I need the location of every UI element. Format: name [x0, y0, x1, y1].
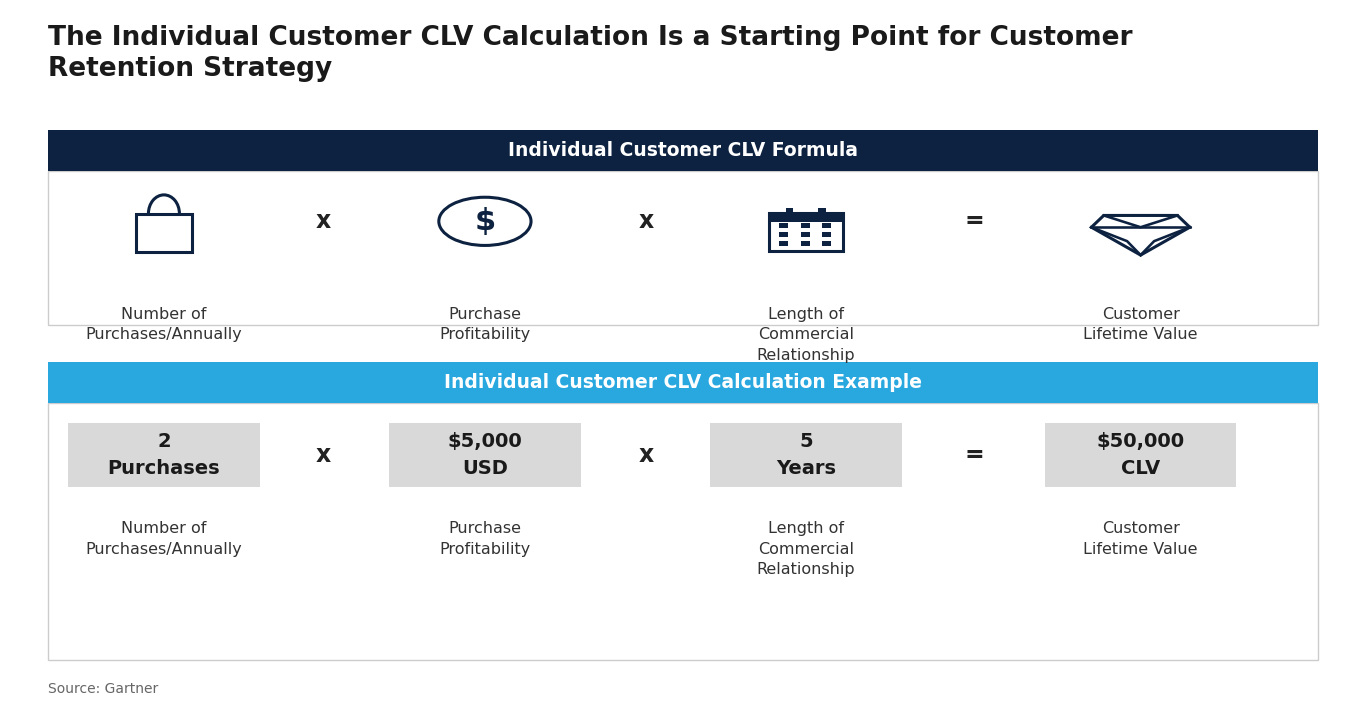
Bar [389, 423, 581, 487]
Bar [710, 423, 902, 487]
Bar [48, 171, 1318, 325]
Text: x: x [638, 443, 654, 467]
Bar [822, 223, 831, 228]
Text: Length of
Commercial
Relationship: Length of Commercial Relationship [757, 521, 855, 577]
Text: Individual Customer CLV Formula: Individual Customer CLV Formula [508, 141, 858, 160]
Bar [48, 362, 1318, 403]
Text: $50,000: $50,000 [1097, 433, 1184, 451]
Text: Years: Years [776, 459, 836, 478]
Text: Purchases: Purchases [108, 459, 220, 478]
Text: $5,000: $5,000 [448, 433, 522, 451]
Text: x: x [316, 443, 332, 467]
Text: Individual Customer CLV Calculation Example: Individual Customer CLV Calculation Exam… [444, 373, 922, 392]
Bar [800, 233, 810, 237]
Text: The Individual Customer CLV Calculation Is a Starting Point for Customer
Retenti: The Individual Customer CLV Calculation … [48, 25, 1132, 82]
Bar [48, 130, 1318, 171]
Bar [780, 233, 788, 237]
Text: x: x [316, 209, 332, 233]
Text: =: = [964, 443, 984, 467]
Text: Number of
Purchases/Annually: Number of Purchases/Annually [86, 307, 242, 343]
Text: $: $ [474, 207, 496, 236]
Bar [818, 208, 826, 214]
Bar [822, 233, 831, 237]
Bar [68, 423, 260, 487]
Text: Purchase
Profitability: Purchase Profitability [440, 307, 530, 343]
Text: Length of
Commercial
Relationship: Length of Commercial Relationship [757, 307, 855, 363]
Text: 5: 5 [799, 433, 813, 451]
Text: Purchase
Profitability: Purchase Profitability [440, 521, 530, 557]
Text: x: x [638, 209, 654, 233]
Text: Number of
Purchases/Annually: Number of Purchases/Annually [86, 521, 242, 557]
Bar [1045, 423, 1236, 487]
Bar [48, 403, 1318, 660]
Text: 2: 2 [157, 433, 171, 451]
Bar [785, 208, 794, 214]
Bar [769, 213, 843, 251]
Text: Source: Gartner: Source: Gartner [48, 682, 158, 696]
Bar [780, 223, 788, 228]
Text: USD: USD [462, 459, 508, 478]
Text: =: = [964, 209, 984, 233]
Bar [800, 223, 810, 228]
Text: Customer
Lifetime Value: Customer Lifetime Value [1083, 307, 1198, 343]
Text: Customer
Lifetime Value: Customer Lifetime Value [1083, 521, 1198, 557]
Bar [800, 241, 810, 246]
Bar [769, 213, 843, 222]
Text: CLV: CLV [1121, 459, 1160, 478]
Bar [822, 241, 831, 246]
Bar [780, 241, 788, 246]
